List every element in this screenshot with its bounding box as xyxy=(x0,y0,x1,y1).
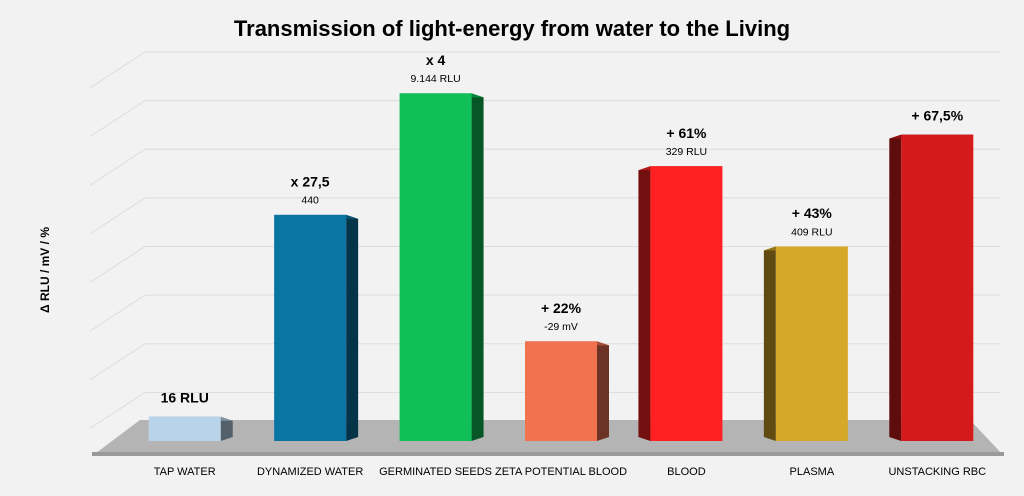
bar-side xyxy=(471,93,484,442)
x-tick-label: GERMINATED SEEDS xyxy=(379,466,492,478)
chart-title: Transmission of light-energy from water … xyxy=(234,16,790,41)
bar-side xyxy=(220,416,233,441)
data-label: x 4 xyxy=(426,52,446,68)
x-tick-label: TAP WATER xyxy=(154,466,216,478)
bar-side xyxy=(346,214,359,441)
bar-side xyxy=(597,341,609,441)
bar xyxy=(650,166,723,442)
bar xyxy=(274,214,347,441)
grid-line xyxy=(89,246,1000,283)
bar xyxy=(148,416,221,441)
x-tick-label: ZETA POTENTIAL BLOOD xyxy=(495,466,627,478)
x-tick-label: DYNAMIZED WATER xyxy=(257,466,363,478)
bar-side xyxy=(638,166,651,442)
bar xyxy=(901,134,974,441)
data-sublabel: 9.144 RLU xyxy=(410,73,460,85)
data-sublabel: 409 RLU xyxy=(791,226,832,238)
data-label: + 22% xyxy=(541,300,582,316)
grid-line xyxy=(89,100,1000,138)
x-tick-label: UNSTACKING RBC xyxy=(888,466,986,478)
x-tick-label: PLASMA xyxy=(790,466,835,478)
bar xyxy=(525,341,597,441)
data-sublabel: -29 mV xyxy=(544,321,578,333)
data-label: + 61% xyxy=(666,125,707,141)
data-label: + 43% xyxy=(792,205,833,221)
data-label: + 67,5% xyxy=(911,107,963,123)
grid-line xyxy=(89,51,1000,89)
grid-line xyxy=(89,148,1000,186)
bar xyxy=(775,246,848,441)
y-axis-label: Δ RLU / mV / % xyxy=(38,227,52,313)
bar xyxy=(399,93,472,442)
data-label: 16 RLU xyxy=(161,389,209,405)
bar-side xyxy=(763,246,776,441)
bar-side xyxy=(889,134,902,441)
x-tick-label: BLOOD xyxy=(667,466,706,478)
data-label: x 27,5 xyxy=(291,174,330,190)
data-sublabel: 440 xyxy=(301,195,319,207)
floor-edge xyxy=(92,452,1004,456)
data-sublabel: 329 RLU xyxy=(666,146,707,158)
grid-line xyxy=(89,197,1000,235)
